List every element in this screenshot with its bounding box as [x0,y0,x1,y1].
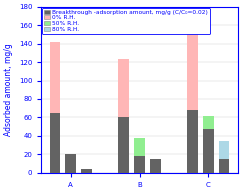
Bar [219,159,229,173]
Bar [219,141,229,159]
Bar [150,159,161,173]
Legend: Breakthrough -adsorption amount, mg/g (C/C₀=0.02), 0% R.H., 50% R.H., 80% R.H.: Breakthrough -adsorption amount, mg/g (C… [42,7,210,34]
Bar [187,110,198,173]
Bar [50,113,60,173]
Bar [134,138,145,156]
Bar [50,42,60,113]
Bar [81,169,92,173]
Bar [65,154,76,173]
Bar [203,116,214,128]
Bar [134,156,145,173]
Bar [203,128,214,173]
Y-axis label: Adsorbed amount, mg/g: Adsorbed amount, mg/g [4,43,13,136]
Bar [118,59,129,118]
Bar [187,30,198,110]
Bar [118,118,129,173]
